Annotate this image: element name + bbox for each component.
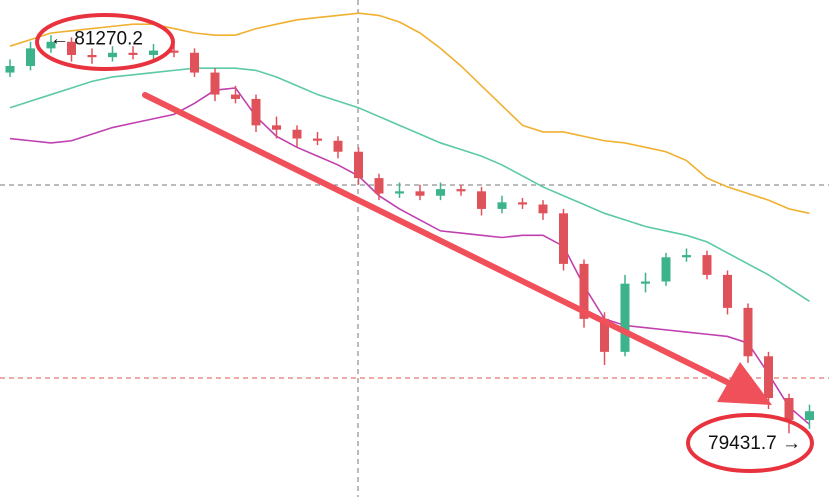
candle-body (108, 52, 117, 58)
candle-body (292, 129, 302, 139)
arrow-shaft (142, 92, 738, 389)
candle-body (87, 54, 97, 58)
candle-body (477, 191, 486, 209)
indicator-line (9, 87, 811, 426)
labels: ← 81270.2 79431.7 → (50, 29, 801, 454)
candle-body (497, 202, 507, 209)
candle-body (682, 255, 691, 258)
candle-body (251, 98, 261, 126)
candle-body (210, 72, 220, 95)
candle-body (169, 50, 179, 53)
candle-body (436, 189, 445, 196)
candle-body (518, 202, 527, 205)
candle-body (333, 140, 343, 152)
high-marker-label: ← 81270.2 (50, 29, 143, 50)
candle-body (456, 189, 466, 192)
plot (5, 12, 814, 434)
arrow-head (717, 362, 772, 405)
candle-body (538, 204, 548, 214)
candle-body (128, 52, 138, 55)
candle-body (313, 138, 322, 141)
candle-body (374, 178, 384, 194)
candle-body (272, 125, 281, 130)
indicator-line (9, 12, 810, 215)
candle-body (600, 318, 609, 352)
candle-body (395, 191, 404, 194)
candle-body (579, 263, 589, 319)
candle-body (190, 52, 199, 73)
candle-body (805, 411, 814, 421)
candle-body (620, 283, 630, 352)
candle-body (415, 191, 425, 196)
candle-body (641, 281, 650, 284)
candle-body (764, 356, 773, 399)
candle-body (67, 41, 76, 55)
low-marker-label: 79431.7 → (708, 433, 801, 454)
candle-body (661, 257, 671, 282)
candle-body (702, 255, 712, 275)
candle-body (723, 274, 732, 308)
candle-body (784, 398, 794, 421)
indicator-line (9, 67, 810, 302)
candle-body (231, 94, 240, 99)
candle-body (559, 213, 568, 264)
annotation-arrow (142, 92, 772, 405)
candle-body (5, 65, 15, 73)
candle-body (149, 50, 158, 55)
candle-body (354, 151, 363, 179)
highlight-ellipse (686, 413, 814, 473)
candle-body (26, 48, 35, 66)
candle-body (743, 307, 753, 357)
candle-body (46, 41, 56, 49)
highlight-ellipse (35, 13, 175, 71)
